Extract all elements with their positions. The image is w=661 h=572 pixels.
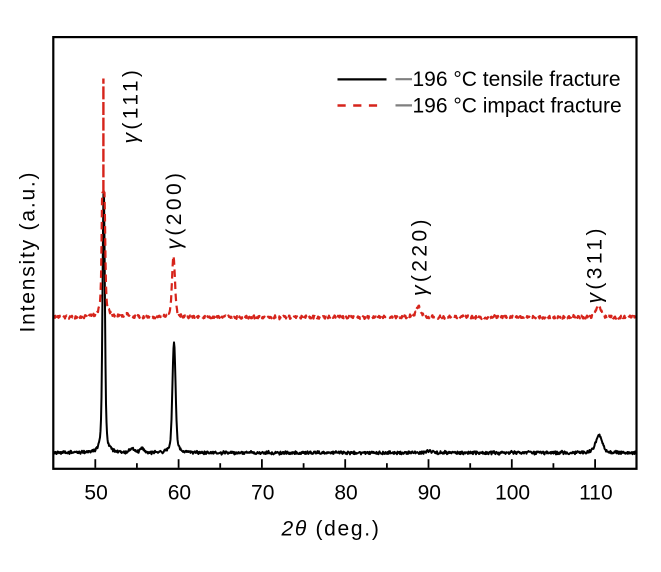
svg-text:90: 90 (418, 482, 441, 505)
svg-text:110: 110 (579, 482, 612, 505)
svg-text:γ(200): γ(200) (163, 170, 186, 250)
svg-text:100: 100 (495, 482, 530, 505)
svg-text:50: 50 (84, 482, 107, 505)
svg-text:γ(111): γ(111) (120, 67, 143, 144)
svg-text:196 °C impact fracture: 196 °C impact fracture (413, 95, 622, 118)
svg-text:2θ (deg.): 2θ (deg.) (280, 518, 380, 541)
svg-text:γ(311): γ(311) (584, 225, 607, 303)
svg-text:Intensity (a.u.): Intensity (a.u.) (17, 171, 40, 333)
svg-text:80: 80 (334, 482, 357, 505)
svg-text:γ(220): γ(220) (409, 216, 432, 296)
svg-text:196 °C tensile fracture: 196 °C tensile fracture (413, 68, 621, 91)
svg-text:60: 60 (168, 482, 191, 505)
svg-text:70: 70 (251, 482, 274, 505)
